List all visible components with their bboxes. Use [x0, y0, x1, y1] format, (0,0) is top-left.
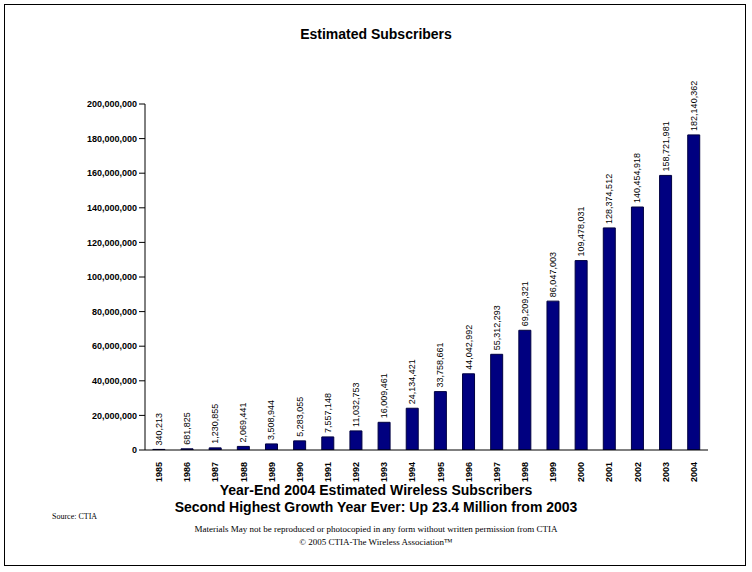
html-text:Estimated Subscribers: Estimated Subscribers	[300, 26, 452, 42]
svg-text:1997: 1997	[492, 462, 502, 482]
svg-text:16,009,461: 16,009,461	[379, 373, 389, 418]
html-text:Second Highest Growth Year Eve: Second Highest Growth Year Ever: Up 23.4…	[174, 499, 578, 515]
svg-text:2004: 2004	[689, 462, 699, 482]
svg-text:2000: 2000	[576, 462, 586, 482]
svg-text:160,000,000: 160,000,000	[87, 168, 137, 178]
svg-text:60,000,000: 60,000,000	[92, 341, 137, 351]
svg-text:140,000,000: 140,000,000	[87, 203, 137, 213]
svg-text:128,374,512: 128,374,512	[604, 174, 614, 224]
svg-text:340,213: 340,213	[154, 413, 164, 446]
svg-text:86,047,003: 86,047,003	[548, 252, 558, 297]
svg-text:2003: 2003	[661, 462, 671, 482]
svg-text:1996: 1996	[464, 462, 474, 482]
svg-text:1990: 1990	[295, 462, 305, 482]
svg-text:1985: 1985	[154, 462, 164, 482]
svg-text:3,508,944: 3,508,944	[266, 400, 276, 440]
html-text:© 2005 CTIA-The Wireless Assoc: © 2005 CTIA-The Wireless Association™	[299, 537, 453, 547]
svg-text:44,042,992: 44,042,992	[464, 325, 474, 370]
html-text:Year-End 2004 Estimated Wirele: Year-End 2004 Estimated Wireless Subscri…	[219, 482, 533, 498]
svg-text:11,032,753: 11,032,753	[351, 383, 361, 427]
svg-text:182,140,362: 182,140,362	[689, 81, 699, 131]
svg-text:55,312,293: 55,312,293	[492, 305, 502, 350]
svg-text:1999: 1999	[548, 462, 558, 482]
svg-text:24,134,421: 24,134,421	[407, 359, 417, 404]
svg-text:140,454,918: 140,454,918	[632, 153, 642, 203]
svg-text:1,230,855: 1,230,855	[210, 404, 220, 444]
svg-text:200,000,000: 200,000,000	[87, 99, 137, 109]
svg-text:1992: 1992	[351, 462, 361, 482]
svg-text:100,000,000: 100,000,000	[87, 272, 137, 282]
svg-text:2002: 2002	[633, 462, 643, 482]
svg-text:1995: 1995	[436, 462, 446, 482]
svg-text:5,283,055: 5,283,055	[295, 397, 305, 437]
svg-text:1994: 1994	[407, 462, 417, 482]
svg-text:1993: 1993	[379, 462, 389, 482]
svg-text:1991: 1991	[323, 462, 333, 482]
svg-text:7,557,148: 7,557,148	[323, 393, 333, 433]
svg-text:69,209,321: 69,209,321	[520, 281, 530, 326]
svg-text:180,000,000: 180,000,000	[87, 134, 137, 144]
html-text:Source: CTIA: Source: CTIA	[52, 512, 98, 521]
svg-text:1986: 1986	[182, 462, 192, 482]
svg-text:0: 0	[132, 445, 137, 455]
html-text:Materials May not be reproduce: Materials May not be reproduced or photo…	[194, 524, 558, 534]
svg-text:1988: 1988	[239, 462, 249, 482]
svg-text:80,000,000: 80,000,000	[92, 307, 137, 317]
svg-text:120,000,000: 120,000,000	[87, 238, 137, 248]
svg-text:33,758,661: 33,758,661	[435, 343, 445, 388]
svg-text:20,000,000: 20,000,000	[92, 411, 137, 421]
svg-text:40,000,000: 40,000,000	[92, 376, 137, 386]
svg-text:158,721,981: 158,721,981	[661, 121, 671, 171]
svg-text:1989: 1989	[267, 462, 277, 482]
svg-text:2001: 2001	[604, 462, 614, 482]
svg-text:2,069,441: 2,069,441	[238, 402, 248, 442]
svg-text:109,478,031: 109,478,031	[576, 207, 586, 257]
svg-text:1987: 1987	[210, 462, 220, 482]
svg-text:1998: 1998	[520, 462, 530, 482]
svg-text:681,825: 681,825	[182, 412, 192, 445]
